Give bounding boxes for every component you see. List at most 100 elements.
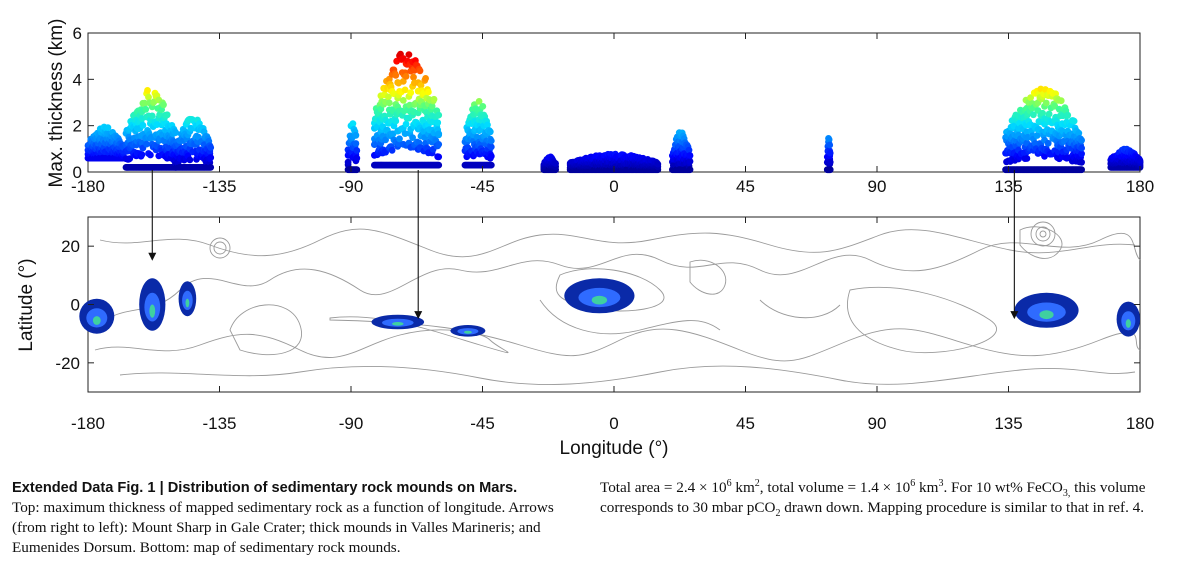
thickness-point [396,135,403,143]
thickness-point [1078,166,1085,174]
thickness-point [399,97,407,104]
x-tick-label: 180 [1126,414,1154,433]
thickness-point [142,105,150,113]
x-tick-label: -90 [339,177,364,196]
thickness-point [479,103,487,110]
thickness-point [402,73,410,80]
mound-peak [185,298,190,308]
y-tick-label: 2 [73,117,82,136]
thickness-panel: -180 -135 -90 -45 0 45 90 135 180 0 2 4 6 Max. thic… [46,19,1154,196]
thickness-point [402,120,410,128]
thickness-point [430,95,438,103]
thickness-point [417,82,425,89]
caption-feco3-prefix: . For 10 wt% FeCO [943,479,1063,496]
thickness-point [382,136,389,144]
thickness-point [407,89,415,97]
contour-line [94,328,1141,362]
contour-line [539,299,721,335]
thickness-point [138,151,146,159]
thickness-point [486,128,494,136]
figure: -180 -135 -90 -45 0 45 90 135 180 0 2 4 6 Max. thic… [16,19,1154,459]
thickness-point [353,154,361,162]
thickness-point [826,141,834,149]
thickness-point [186,156,194,164]
thickness-point [1078,150,1085,158]
map-x-axis-title: Longitude (°) [560,438,669,459]
x-tick-label: 90 [868,414,887,433]
thickness-point [160,101,167,109]
thickness-point [685,146,693,154]
mound-peak [392,322,404,326]
x-tick-label: -45 [470,414,495,433]
thickness-point [1031,140,1039,147]
arrow-head [414,311,423,320]
thickness-point [1023,155,1031,162]
caption-area-unit: km [731,479,755,496]
thickness-point [353,147,361,154]
x-tick-label: -180 [71,414,105,433]
thickness-point [388,146,396,154]
thickness-point [826,149,834,157]
thickness-point [435,111,443,119]
contour-line [555,268,665,312]
caption-title: Extended Data Fig. 1 | Distribution of s… [12,480,518,496]
x-tick-label: -45 [470,177,495,196]
thickness-point [385,93,392,101]
volcano-contour [1030,221,1056,247]
contour-line [759,299,841,319]
x-tick-label: 0 [609,414,618,433]
thickness-point [145,93,152,101]
thickness-point [654,160,662,168]
thickness-point [487,161,495,169]
x-tick-label: 45 [736,177,755,196]
thickness-point [416,67,424,75]
thickness-point [172,129,180,137]
caption-feco3-suffix: this volume corresponds to 30 mbar pCO [600,479,1146,516]
contour-line [119,365,1136,385]
thickness-point [1042,99,1050,107]
x-tick-label: 45 [736,414,755,433]
thickness-point [428,102,436,110]
thickness-point [425,88,432,96]
x-tick-label: -135 [202,414,236,433]
contour-line [1019,226,1063,259]
pointer-arrows [148,170,1019,320]
thickness-point [385,99,393,107]
y-tick-label: 4 [73,70,82,89]
thickness-point [207,144,215,151]
thickness-point [1027,94,1034,101]
thickness-point [352,140,360,147]
arrow-head [148,252,157,261]
thickness-point [349,120,357,127]
caption-volume-unit-exp: 3 [938,477,944,489]
map-x-ticks: -180 -135 -90 -45 0 45 90 135 180 [71,217,1154,433]
thickness-point [144,87,151,94]
thickness-point [104,124,112,132]
thickness-point [401,86,409,94]
thickness-point [353,166,361,174]
thickness-point [435,161,443,169]
x-tick-label: 180 [1126,177,1154,196]
thickness-point [352,131,360,139]
figure-caption: Extended Data Fig. 1 | Distribution of s… [12,478,1192,574]
thickness-point [405,51,413,58]
thickness-point [1033,132,1041,139]
thickness-point [147,151,154,159]
thickness-point [825,136,833,144]
arrow-head [1010,311,1019,320]
contour-line [847,286,998,354]
caption-pco2-sub: 2 [775,508,781,520]
thickness-point [163,111,171,119]
thickness-point [139,121,147,129]
thickness-y-ticks: 0 2 4 6 [73,24,1140,182]
contour-line [689,259,727,295]
caption-feco3-sub: 3, [1062,488,1071,500]
caption-left-text: Top: maximum thickness of mapped sedimen… [12,499,554,556]
caption-right-end: drawn down. Mapping procedure is similar… [780,499,1145,516]
y-tick-label: 6 [73,24,82,43]
thickness-point [392,117,400,125]
thickness-point [435,153,443,161]
y-tick-label: 0 [71,296,80,315]
thickness-point [475,98,483,105]
thickness-point [344,158,352,166]
